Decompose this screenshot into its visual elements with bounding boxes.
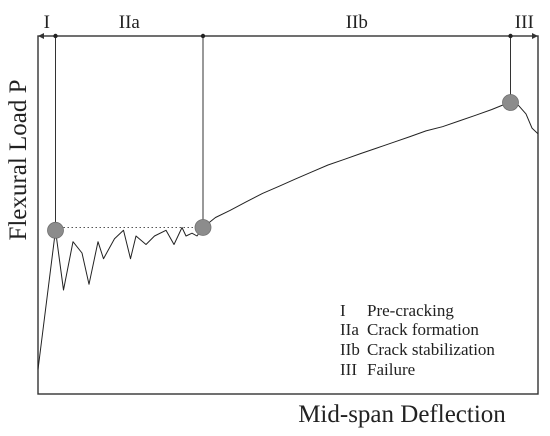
stage-label-1: I	[44, 12, 50, 33]
legend-text-3: Crack stabilization	[367, 340, 495, 359]
legend-text-1: Pre-cracking	[367, 301, 454, 320]
stage-boundary-dot-3	[508, 33, 513, 39]
load-deflection-curve	[37, 102, 539, 370]
legend-symbol-2: IIa	[340, 320, 359, 339]
x-axis-label: Mid-span Deflection	[298, 401, 506, 428]
legend-symbol-1: I	[340, 301, 346, 320]
stage-annotations: I IIa IIb III	[38, 12, 538, 231]
marker-first-crack	[47, 221, 64, 239]
y-axis-label: Flexural Load P	[5, 79, 32, 240]
stage-label-2: IIa	[119, 12, 141, 33]
key-point-markers	[47, 94, 519, 239]
stage-boundary-dot-2	[200, 33, 206, 39]
stage-label-3: IIb	[346, 12, 368, 33]
legend-text-4: Failure	[367, 360, 415, 379]
legend-symbol-3: IIb	[340, 340, 360, 359]
stage-label-4: III	[515, 12, 534, 33]
stage-boundary-dot-1	[53, 33, 58, 39]
legend-text-2: Crack formation	[367, 320, 479, 339]
marker-crack-stabilization-onset	[194, 219, 212, 236]
stage-axis-arrow-2	[532, 33, 538, 39]
stage-axis-arrow-1	[38, 33, 44, 39]
marker-peak-load	[502, 94, 519, 111]
legend-symbol-4: III	[340, 360, 357, 379]
stage-legend: I Pre-cracking IIa Crack formation IIb C…	[340, 301, 495, 379]
